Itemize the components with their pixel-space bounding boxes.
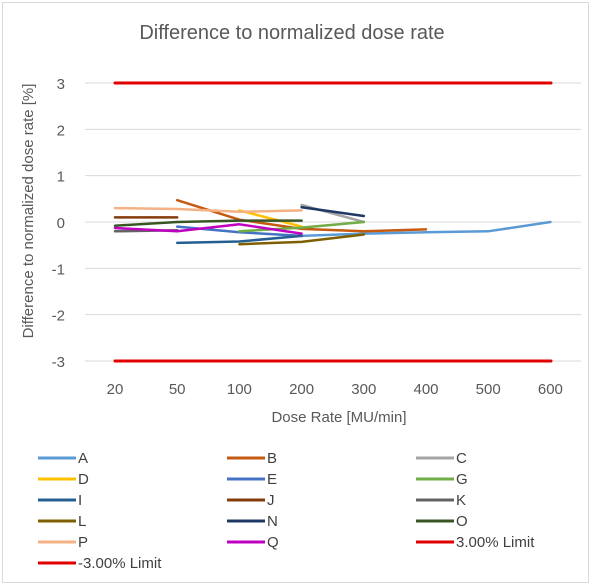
series-line-12 (113, 206, 303, 214)
legend-label: K (456, 492, 466, 509)
y-tick-label: 2 (57, 122, 65, 139)
legend-label: 3.00% Limit (456, 534, 535, 551)
x-tick-label: 200 (289, 381, 314, 398)
series-line-10 (300, 205, 366, 218)
legend-label: A (78, 450, 88, 467)
series-line-11 (113, 219, 303, 227)
legend-label: C (456, 450, 467, 467)
series-line-13 (113, 223, 303, 235)
legend-label: O (456, 513, 468, 530)
series-line-6 (175, 234, 303, 245)
chart-svg: Difference to normalized dose rate Diffe… (20, 22, 581, 572)
y-tick-label: 1 (57, 169, 65, 186)
y-tick-label: 3 (57, 76, 65, 93)
legend-label: D (78, 471, 89, 488)
y-tick-label: -3 (52, 354, 65, 371)
series-line-0 (300, 220, 552, 238)
y-tick-labels: 3 2 1 0 -1 -2 -3 (52, 76, 65, 371)
legend-label: Q (267, 534, 279, 551)
chart-title: Difference to normalized dose rate (139, 22, 444, 44)
x-tick-label: 50 (169, 381, 186, 398)
x-tick-label: 20 (107, 381, 124, 398)
x-tick-label: 400 (413, 381, 438, 398)
y-tick-label: 0 (57, 215, 65, 232)
legend-label: B (267, 450, 277, 467)
series-line-5 (238, 220, 366, 233)
legend-label: L (78, 513, 86, 530)
legend-label: -3.00% Limit (78, 555, 162, 572)
legend-label: I (78, 492, 82, 509)
series-line-9 (238, 233, 366, 246)
x-tick-label: 300 (351, 381, 376, 398)
x-tick-label: 100 (227, 381, 252, 398)
y-tick-label: -1 (52, 261, 65, 278)
legend-label: P (78, 534, 88, 551)
legend-label: J (267, 492, 275, 509)
x-tick-label: 600 (538, 381, 563, 398)
x-tick-label: 500 (476, 381, 501, 398)
series-line-3 (238, 209, 303, 228)
legend-label: N (267, 513, 278, 530)
x-axis-title: Dose Rate [MU/min] (271, 409, 406, 426)
y-tick-label: -2 (52, 308, 65, 325)
y-axis-title: Difference to normalized dose rate [%] (20, 84, 37, 339)
legend-label: G (456, 471, 468, 488)
legend-label: E (267, 471, 277, 488)
series-lines (113, 81, 553, 363)
x-tick-labels: 20 50 100 200 300 400 500 600 (107, 381, 563, 398)
legend: A B C D E G I J K L N O P Q 3.00% Limit -3.00% Limit (38, 450, 535, 572)
chart-area: Difference to normalized dose rate Diffe… (2, 2, 589, 583)
series-line-1 (175, 198, 428, 233)
